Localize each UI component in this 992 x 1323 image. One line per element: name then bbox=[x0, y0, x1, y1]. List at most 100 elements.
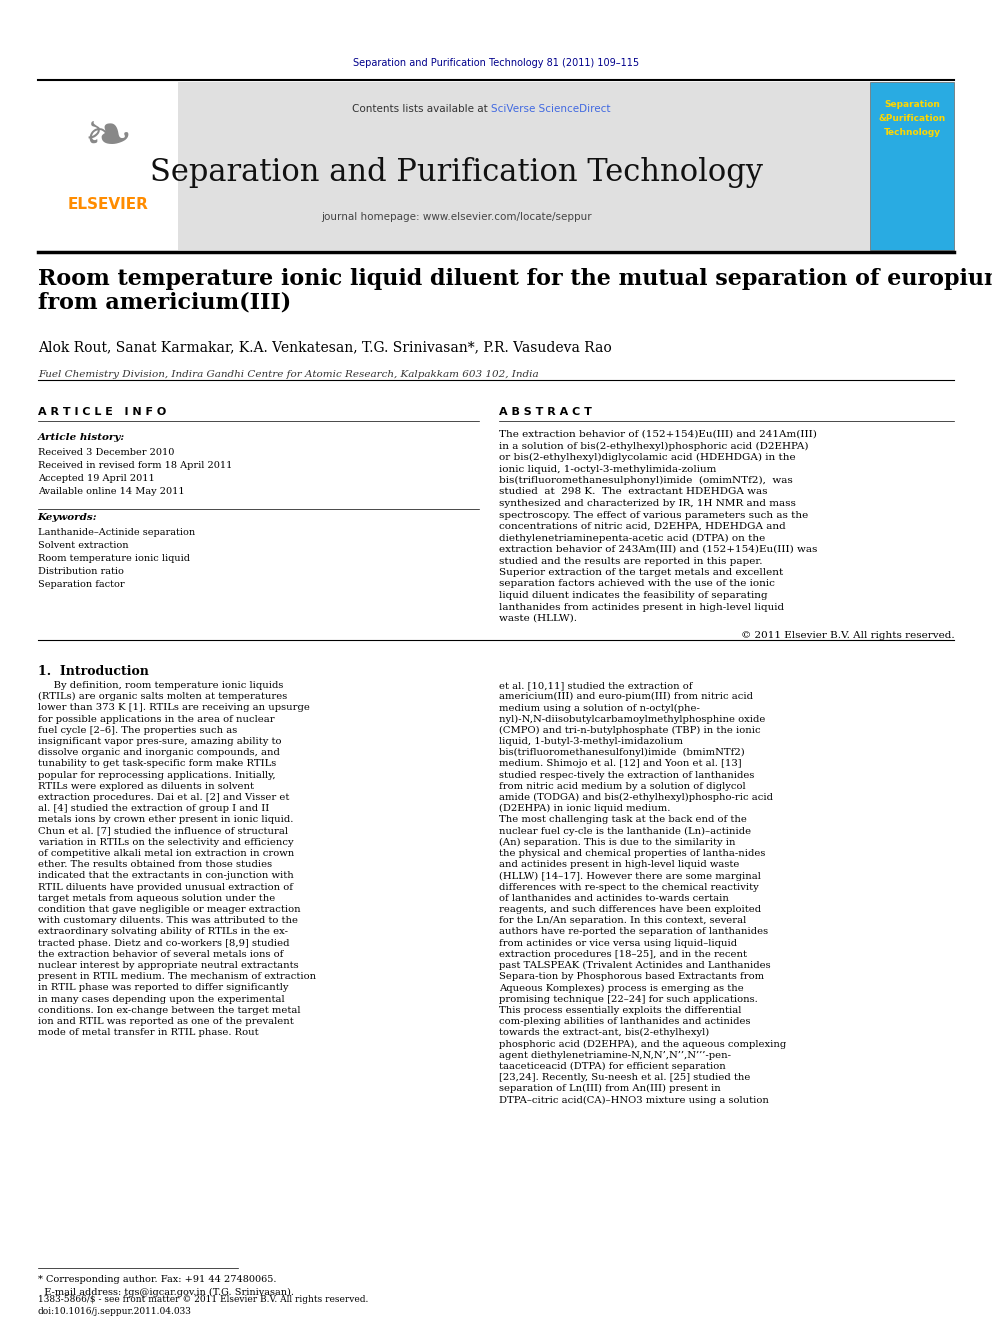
Text: authors have re-ported the separation of lanthanides: authors have re-ported the separation of… bbox=[499, 927, 768, 937]
Text: promising technique [22–24] for such applications.: promising technique [22–24] for such app… bbox=[499, 995, 758, 1004]
Text: with customary diluents. This was attributed to the: with customary diluents. This was attrib… bbox=[38, 917, 298, 925]
Text: of competitive alkali metal ion extraction in crown: of competitive alkali metal ion extracti… bbox=[38, 849, 294, 859]
Text: in a solution of bis(2-ethylhexyl)phosphoric acid (D2EHPA): in a solution of bis(2-ethylhexyl)phosph… bbox=[499, 442, 808, 451]
Text: differences with re-spect to the chemical reactivity: differences with re-spect to the chemica… bbox=[499, 882, 759, 892]
Text: The extraction behavior of (152+154)Eu(III) and 241Am(III): The extraction behavior of (152+154)Eu(I… bbox=[499, 430, 817, 439]
Text: Distribution ratio: Distribution ratio bbox=[38, 568, 124, 576]
Text: present in RTIL medium. The mechanism of extraction: present in RTIL medium. The mechanism of… bbox=[38, 972, 315, 982]
Text: Separation and Purification Technology: Separation and Purification Technology bbox=[150, 157, 763, 188]
Text: Alok Rout, Sanat Karmakar, K.A. Venkatesan, T.G. Srinivasan*, P.R. Vasudeva Rao: Alok Rout, Sanat Karmakar, K.A. Venkates… bbox=[38, 340, 611, 355]
Text: (D2EHPA) in ionic liquid medium.: (D2EHPA) in ionic liquid medium. bbox=[499, 804, 671, 814]
Text: Chun et al. [7] studied the influence of structural: Chun et al. [7] studied the influence of… bbox=[38, 827, 288, 836]
Text: Lanthanide–Actinide separation: Lanthanide–Actinide separation bbox=[38, 528, 194, 537]
Text: This process essentially exploits the differential: This process essentially exploits the di… bbox=[499, 1005, 741, 1015]
Text: studied  at  298 K.  The  extractant HDEHDGA was: studied at 298 K. The extractant HDEHDGA… bbox=[499, 487, 768, 496]
Text: ❧: ❧ bbox=[83, 108, 132, 165]
Text: extraction procedures. Dai et al. [2] and Visser et: extraction procedures. Dai et al. [2] an… bbox=[38, 792, 289, 802]
Text: ether. The results obtained from those studies: ether. The results obtained from those s… bbox=[38, 860, 272, 869]
Text: concentrations of nitric acid, D2EHPA, HDEHDGA and: concentrations of nitric acid, D2EHPA, H… bbox=[499, 523, 786, 531]
Text: agent diethylenetriamine-N,N,N’,N’’,N’’’-pen-: agent diethylenetriamine-N,N,N’,N’’,N’’’… bbox=[499, 1050, 731, 1060]
Text: phosphoric acid (D2EHPA), and the aqueous complexing: phosphoric acid (D2EHPA), and the aqueou… bbox=[499, 1040, 787, 1049]
Text: doi:10.1016/j.seppur.2011.04.033: doi:10.1016/j.seppur.2011.04.033 bbox=[38, 1307, 191, 1316]
Text: Received in revised form 18 April 2011: Received in revised form 18 April 2011 bbox=[38, 460, 232, 470]
Text: lower than 373 K [1]. RTILs are receiving an upsurge: lower than 373 K [1]. RTILs are receivin… bbox=[38, 704, 310, 712]
Text: studied respec-tively the extraction of lanthanides: studied respec-tively the extraction of … bbox=[499, 770, 755, 779]
Text: (HLLW) [14–17]. However there are some marginal: (HLLW) [14–17]. However there are some m… bbox=[499, 872, 761, 881]
Text: Accepted 19 April 2011: Accepted 19 April 2011 bbox=[38, 474, 155, 483]
Text: Received 3 December 2010: Received 3 December 2010 bbox=[38, 448, 174, 456]
Text: tracted phase. Dietz and co-workers [8,9] studied: tracted phase. Dietz and co-workers [8,9… bbox=[38, 938, 290, 947]
Text: mode of metal transfer in RTIL phase. Rout: mode of metal transfer in RTIL phase. Ro… bbox=[38, 1028, 258, 1037]
Text: condition that gave negligible or meager extraction: condition that gave negligible or meager… bbox=[38, 905, 301, 914]
Text: in RTIL phase was reported to differ significantly: in RTIL phase was reported to differ sig… bbox=[38, 983, 289, 992]
Text: the physical and chemical properties of lantha-nides: the physical and chemical properties of … bbox=[499, 849, 766, 859]
Text: past TALSPEAK (Trivalent Actinides and Lanthanides: past TALSPEAK (Trivalent Actinides and L… bbox=[499, 960, 771, 970]
Text: medium. Shimojo et al. [12] and Yoon et al. [13]: medium. Shimojo et al. [12] and Yoon et … bbox=[499, 759, 742, 769]
Text: The most challenging task at the back end of the: The most challenging task at the back en… bbox=[499, 815, 747, 824]
Text: for the Ln/An separation. In this context, several: for the Ln/An separation. In this contex… bbox=[499, 917, 746, 925]
Text: nuclear interest by appropriate neutral extractants: nuclear interest by appropriate neutral … bbox=[38, 960, 299, 970]
Text: indicated that the extractants in con-junction with: indicated that the extractants in con-ju… bbox=[38, 872, 294, 880]
Text: bis(trifluoromethanesulfonyl)imide  (bmimNTf2): bis(trifluoromethanesulfonyl)imide (bmim… bbox=[499, 749, 745, 757]
Text: 1.  Introduction: 1. Introduction bbox=[38, 665, 149, 677]
Text: &Purification: &Purification bbox=[879, 114, 945, 123]
Text: from americium(III): from americium(III) bbox=[38, 292, 291, 314]
Text: conditions. Ion ex-change between the target metal: conditions. Ion ex-change between the ta… bbox=[38, 1005, 301, 1015]
Text: RTIL diluents have provided unusual extraction of: RTIL diluents have provided unusual extr… bbox=[38, 882, 293, 892]
Text: extraordinary solvating ability of RTILs in the ex-: extraordinary solvating ability of RTILs… bbox=[38, 927, 288, 937]
Text: Room temperature ionic liquid: Room temperature ionic liquid bbox=[38, 554, 189, 564]
Text: [23,24]. Recently, Su-neesh et al. [25] studied the: [23,24]. Recently, Su-neesh et al. [25] … bbox=[499, 1073, 750, 1082]
Text: By definition, room temperature ionic liquids: By definition, room temperature ionic li… bbox=[38, 681, 283, 691]
Text: (RTILs) are organic salts molten at temperatures: (RTILs) are organic salts molten at temp… bbox=[38, 692, 287, 701]
Text: SciVerse ScienceDirect: SciVerse ScienceDirect bbox=[491, 105, 610, 114]
Text: taaceticeacid (DTPA) for efficient separation: taaceticeacid (DTPA) for efficient separ… bbox=[499, 1062, 726, 1070]
Bar bbox=[38, 82, 870, 250]
Text: Article history:: Article history: bbox=[38, 433, 125, 442]
Text: from nitric acid medium by a solution of diglycol: from nitric acid medium by a solution of… bbox=[499, 782, 746, 791]
Text: variation in RTILs on the selectivity and efficiency: variation in RTILs on the selectivity an… bbox=[38, 837, 294, 847]
Text: reagents, and such differences have been exploited: reagents, and such differences have been… bbox=[499, 905, 761, 914]
Text: and actinides present in high-level liquid waste: and actinides present in high-level liqu… bbox=[499, 860, 739, 869]
Text: * Corresponding author. Fax: +91 44 27480065.: * Corresponding author. Fax: +91 44 2748… bbox=[38, 1275, 276, 1285]
Text: tunability to get task-specific form make RTILs: tunability to get task-specific form mak… bbox=[38, 759, 276, 769]
Text: Contents lists available at: Contents lists available at bbox=[352, 105, 491, 114]
Text: Separation: Separation bbox=[884, 101, 940, 108]
Text: amide (TODGA) and bis(2-ethylhexyl)phospho-ric acid: amide (TODGA) and bis(2-ethylhexyl)phosp… bbox=[499, 792, 773, 802]
Text: liquid diluent indicates the feasibility of separating: liquid diluent indicates the feasibility… bbox=[499, 591, 768, 601]
Text: Available online 14 May 2011: Available online 14 May 2011 bbox=[38, 487, 185, 496]
Text: diethylenetriaminepenta-acetic acid (DTPA) on the: diethylenetriaminepenta-acetic acid (DTP… bbox=[499, 533, 765, 542]
Text: Keywords:: Keywords: bbox=[38, 513, 97, 523]
Text: DTPA–citric acid(CA)–HNO3 mixture using a solution: DTPA–citric acid(CA)–HNO3 mixture using … bbox=[499, 1095, 769, 1105]
Text: synthesized and characterized by IR, 1H NMR and mass: synthesized and characterized by IR, 1H … bbox=[499, 499, 796, 508]
Text: (An) separation. This is due to the similarity in: (An) separation. This is due to the simi… bbox=[499, 837, 735, 847]
Text: Aqueous Komplexes) process is emerging as the: Aqueous Komplexes) process is emerging a… bbox=[499, 983, 744, 992]
Text: metals ions by crown ether present in ionic liquid.: metals ions by crown ether present in io… bbox=[38, 815, 293, 824]
Text: et al. [10,11] studied the extraction of: et al. [10,11] studied the extraction of bbox=[499, 681, 692, 691]
Text: separation factors achieved with the use of the ionic: separation factors achieved with the use… bbox=[499, 579, 775, 589]
Text: Separa-tion by Phosphorous based Extractants from: Separa-tion by Phosphorous based Extract… bbox=[499, 972, 764, 982]
Text: of lanthanides and actinides to-wards certain: of lanthanides and actinides to-wards ce… bbox=[499, 894, 729, 902]
Text: the extraction behavior of several metals ions of: the extraction behavior of several metal… bbox=[38, 950, 283, 959]
Text: lanthanides from actinides present in high-level liquid: lanthanides from actinides present in hi… bbox=[499, 602, 785, 611]
Text: medium using a solution of n-octyl(phe-: medium using a solution of n-octyl(phe- bbox=[499, 704, 700, 713]
Text: dissolve organic and inorganic compounds, and: dissolve organic and inorganic compounds… bbox=[38, 749, 280, 757]
Text: separation of Ln(III) from An(III) present in: separation of Ln(III) from An(III) prese… bbox=[499, 1085, 721, 1093]
Text: spectroscopy. The effect of various parameters such as the: spectroscopy. The effect of various para… bbox=[499, 511, 808, 520]
Text: © 2011 Elsevier B.V. All rights reserved.: © 2011 Elsevier B.V. All rights reserved… bbox=[741, 631, 954, 639]
Text: al. [4] studied the extraction of group I and II: al. [4] studied the extraction of group … bbox=[38, 804, 269, 814]
Text: fuel cycle [2–6]. The properties such as: fuel cycle [2–6]. The properties such as bbox=[38, 726, 237, 734]
Text: Separation factor: Separation factor bbox=[38, 579, 124, 589]
Text: insignificant vapor pres-sure, amazing ability to: insignificant vapor pres-sure, amazing a… bbox=[38, 737, 281, 746]
Text: Room temperature ionic liquid diluent for the mutual separation of europium(III): Room temperature ionic liquid diluent fo… bbox=[38, 269, 992, 290]
Text: E-mail address: tgs@igcar.gov.in (T.G. Srinivasan).: E-mail address: tgs@igcar.gov.in (T.G. S… bbox=[38, 1289, 294, 1297]
Text: Technology: Technology bbox=[884, 128, 940, 138]
Text: for possible applications in the area of nuclear: for possible applications in the area of… bbox=[38, 714, 275, 724]
Bar bbox=[38, 82, 178, 250]
Text: (CMPO) and tri-n-butylphosphate (TBP) in the ionic: (CMPO) and tri-n-butylphosphate (TBP) in… bbox=[499, 726, 761, 734]
Text: bis(trifluoromethanesulphonyl)imide  (omimNTf2),  was: bis(trifluoromethanesulphonyl)imide (omi… bbox=[499, 476, 793, 486]
Text: Superior extraction of the target metals and excellent: Superior extraction of the target metals… bbox=[499, 568, 784, 577]
Text: RTILs were explored as diluents in solvent: RTILs were explored as diluents in solve… bbox=[38, 782, 254, 791]
Text: com-plexing abilities of lanthanides and actinides: com-plexing abilities of lanthanides and… bbox=[499, 1017, 751, 1027]
Text: extraction procedures [18–25], and in the recent: extraction procedures [18–25], and in th… bbox=[499, 950, 747, 959]
Text: liquid, 1-butyl-3-methyl-imidazolium: liquid, 1-butyl-3-methyl-imidazolium bbox=[499, 737, 683, 746]
